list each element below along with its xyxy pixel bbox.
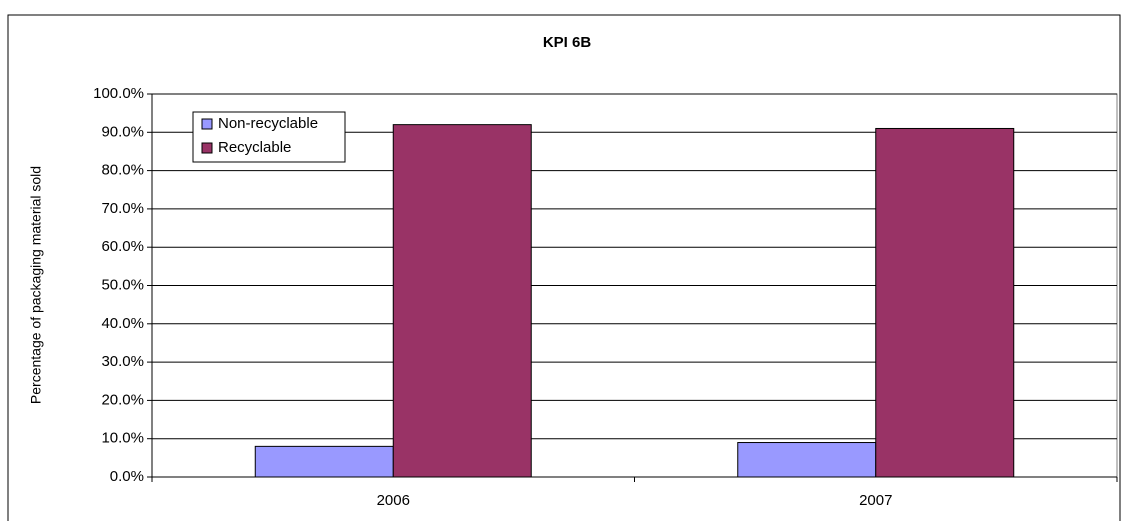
y-tick-label: 0.0% [110, 468, 144, 485]
legend-swatch [201, 118, 213, 130]
bar [737, 442, 877, 478]
chart-title: KPI 6B [543, 34, 592, 51]
legend-label: Recyclable [218, 139, 291, 156]
y-tick-label: 70.0% [101, 200, 144, 217]
y-tick-label: 20.0% [101, 391, 144, 408]
bar [875, 127, 1015, 478]
y-tick-label: 80.0% [101, 162, 144, 179]
x-tick-label: 2007 [859, 492, 892, 509]
y-tick-label: 40.0% [101, 315, 144, 332]
y-axis-label: Percentage of packaging material sold [28, 166, 44, 404]
y-tick-label: 30.0% [101, 353, 144, 370]
y-tick-label: 90.0% [101, 123, 144, 140]
bar [392, 124, 532, 478]
y-tick-label: 100.0% [93, 85, 144, 102]
y-tick-label: 60.0% [101, 238, 144, 255]
x-tick-label: 2006 [377, 492, 410, 509]
legend-box [192, 111, 346, 163]
legend-label: Non-recyclable [218, 115, 318, 132]
y-tick-label: 10.0% [101, 430, 144, 447]
bar [254, 445, 394, 478]
y-tick-label: 50.0% [101, 276, 144, 293]
legend-swatch [201, 142, 213, 154]
